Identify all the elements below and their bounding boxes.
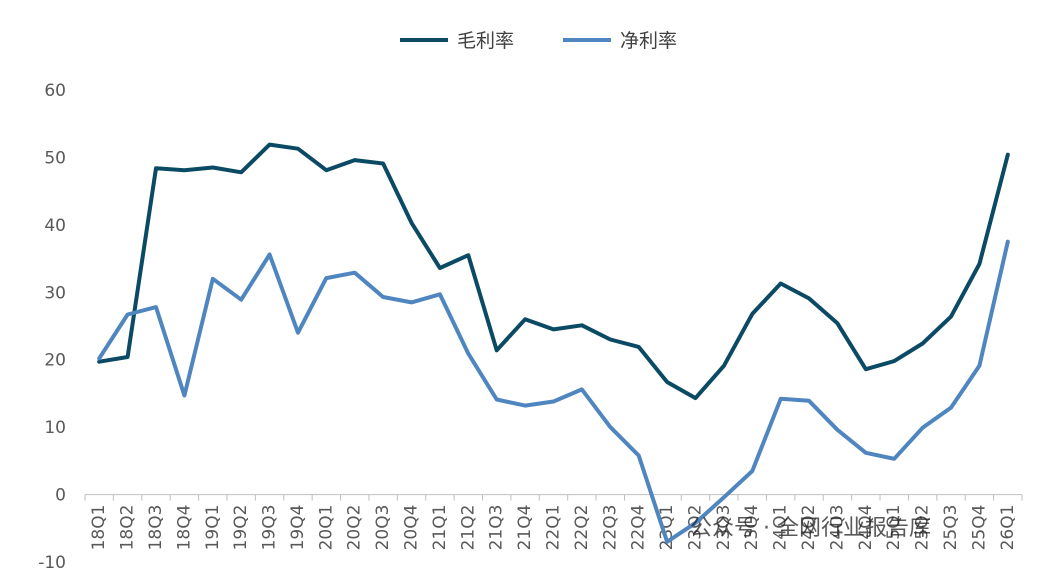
x-tick-label: 18Q3 — [146, 505, 166, 551]
x-tick-label: 22Q3 — [600, 505, 620, 551]
x-tick-label: 26Q1 — [998, 505, 1018, 551]
x-tick-label: 18Q4 — [174, 505, 194, 551]
x-tick-label: 18Q2 — [118, 505, 138, 551]
x-axis: 18Q1 18Q2 18Q3 18Q4 19Q1 19Q2 19Q3 19Q4 20Q1 20Q2… — [84, 494, 1023, 551]
legend: 毛利率 净利率 — [400, 30, 677, 52]
x-tick-label: 19Q2 — [231, 505, 251, 551]
legend-label-gross-margin: 毛利率 — [457, 30, 514, 52]
legend-label-net-margin: 净利率 — [620, 30, 677, 52]
y-tick-label: 60 — [44, 81, 66, 101]
series-line-gross-margin — [97, 142, 1010, 401]
x-tick-label: 21Q3 — [487, 505, 507, 551]
x-tick-label: 19Q4 — [288, 505, 308, 551]
x-tick-label: 21Q2 — [458, 505, 478, 551]
x-tick-label: 23Q3 — [714, 505, 734, 551]
x-tick-label: 21Q1 — [430, 505, 450, 551]
y-tick-label: 20 — [44, 351, 66, 371]
y-tick-label: -10 — [38, 553, 66, 573]
x-tick-label: 20Q3 — [373, 505, 393, 551]
x-tick-label: 22Q1 — [544, 505, 564, 551]
series-layer — [97, 142, 1010, 544]
x-tick-label: 25Q4 — [969, 505, 989, 551]
x-tick-label: 22Q2 — [572, 505, 592, 551]
y-tick-label: 40 — [44, 216, 66, 236]
x-tick-label: 21Q4 — [515, 505, 535, 551]
watermark-text: 公众号 · 全网行业报告库 — [690, 516, 931, 541]
series-line-net-margin — [97, 239, 1010, 544]
x-tick-label: 19Q1 — [203, 505, 223, 551]
x-tick-label: 23Q4 — [742, 505, 762, 551]
x-tick-label: 25Q2 — [913, 505, 933, 551]
x-tick-label: 20Q4 — [402, 505, 422, 551]
y-axis-ticks: 60 50 40 30 20 10 0 -10 — [38, 81, 66, 573]
y-tick-label: 10 — [44, 418, 66, 438]
x-tick-label: 24Q1 — [771, 505, 791, 551]
x-tick-label: 24Q4 — [856, 505, 876, 551]
y-tick-label: 50 — [44, 148, 66, 168]
x-tick-label: 24Q3 — [827, 505, 847, 551]
x-tick-label: 20Q2 — [345, 505, 365, 551]
y-tick-label: 30 — [44, 283, 66, 303]
x-tick-label: 22Q4 — [629, 505, 649, 551]
y-tick-label: 0 — [55, 486, 66, 506]
x-tick-label: 20Q1 — [316, 505, 336, 551]
x-tick-label: 24Q2 — [799, 505, 819, 551]
x-tick-label: 25Q1 — [884, 505, 904, 551]
x-tick-label: 18Q1 — [89, 505, 109, 551]
x-tick-label: 25Q3 — [941, 505, 961, 551]
x-tick-label: 19Q3 — [260, 505, 280, 551]
